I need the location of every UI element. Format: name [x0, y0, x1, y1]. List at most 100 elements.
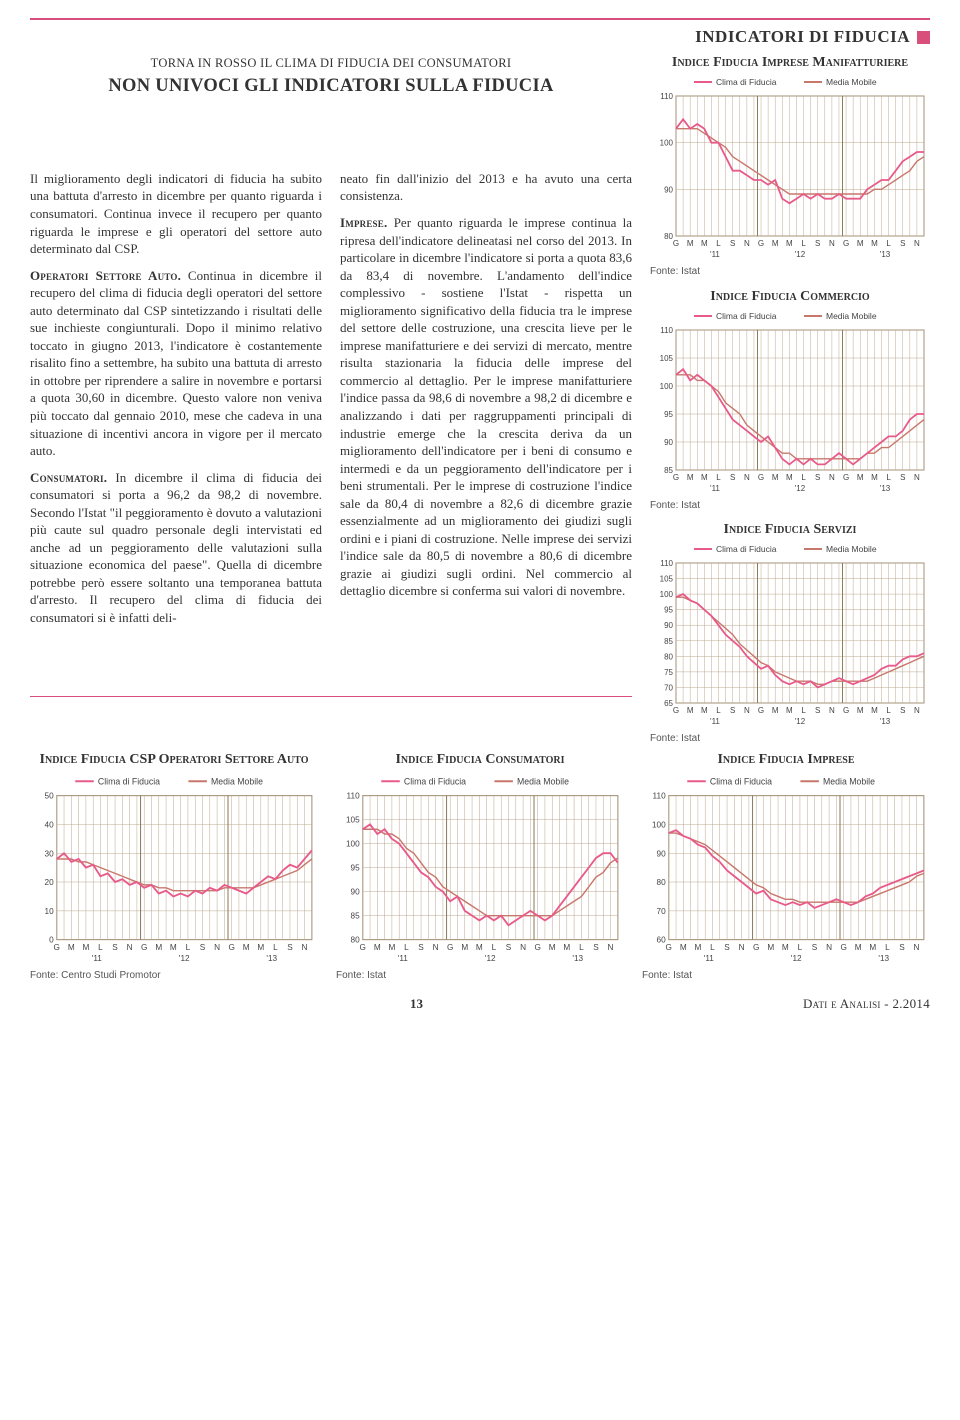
- svg-text:N: N: [302, 943, 308, 952]
- svg-text:S: S: [899, 943, 905, 952]
- svg-text:M: M: [767, 943, 774, 952]
- svg-text:90: 90: [664, 185, 673, 194]
- svg-text:G: G: [840, 943, 846, 952]
- svg-text:M: M: [694, 943, 701, 952]
- svg-text:M: M: [701, 706, 708, 715]
- svg-text:100: 100: [652, 820, 666, 829]
- chart-title: Indice Fiducia Imprese: [642, 752, 930, 768]
- svg-text:90: 90: [351, 888, 361, 897]
- svg-text:M: M: [786, 473, 793, 482]
- section-title: INDICATORI DI FIDUCIA: [695, 26, 910, 49]
- svg-text:M: M: [871, 473, 878, 482]
- svg-text:N: N: [914, 706, 920, 715]
- svg-text:S: S: [812, 943, 818, 952]
- svg-text:S: S: [815, 473, 820, 482]
- svg-text:L: L: [801, 239, 806, 248]
- svg-text:M: M: [476, 943, 483, 952]
- svg-text:G: G: [54, 943, 60, 952]
- svg-text:L: L: [404, 943, 409, 952]
- para: neato fin dall'inizio del 2013 e ha avut…: [340, 170, 632, 205]
- svg-text:'12: '12: [795, 717, 806, 726]
- svg-text:G: G: [666, 943, 672, 952]
- svg-text:L: L: [886, 473, 891, 482]
- svg-text:L: L: [716, 473, 721, 482]
- svg-text:G: G: [843, 239, 849, 248]
- svg-text:'11: '11: [92, 954, 103, 963]
- svg-text:S: S: [418, 943, 424, 952]
- article-overline: TORNA IN ROSSO IL CLIMA DI FIDUCIA DEI C…: [30, 55, 632, 72]
- svg-text:95: 95: [664, 410, 673, 419]
- svg-text:85: 85: [664, 637, 673, 646]
- svg-text:L: L: [798, 943, 803, 952]
- svg-text:G: G: [673, 239, 679, 248]
- svg-text:110: 110: [660, 326, 673, 335]
- svg-text:'13: '13: [572, 954, 583, 963]
- svg-text:20: 20: [45, 878, 55, 887]
- svg-text:100: 100: [346, 840, 360, 849]
- svg-text:'12: '12: [179, 954, 190, 963]
- svg-text:M: M: [687, 706, 694, 715]
- chart-source: Fonte: Istat: [642, 969, 930, 983]
- svg-text:L: L: [710, 943, 715, 952]
- chart-source: Fonte: Istat: [650, 499, 930, 513]
- svg-text:M: M: [869, 943, 876, 952]
- svg-text:Media Mobile: Media Mobile: [826, 311, 877, 321]
- svg-text:M: M: [857, 473, 864, 482]
- svg-text:N: N: [829, 473, 835, 482]
- svg-text:L: L: [801, 706, 806, 715]
- svg-text:Media Mobile: Media Mobile: [823, 776, 875, 786]
- svg-text:M: M: [782, 943, 789, 952]
- svg-text:Clima di Fiducia: Clima di Fiducia: [710, 776, 772, 786]
- svg-text:Clima di Fiducia: Clima di Fiducia: [716, 77, 777, 87]
- chart-svg: 80859095100105110GMMLSNGMMLSNGMMLSN'11'1…: [336, 773, 624, 968]
- chart-source: Fonte: Centro Studi Promotor: [30, 969, 318, 983]
- chart-svg: 01020304050GMMLSNGMMLSNGMMLSN'11'12'13Cl…: [30, 773, 318, 968]
- svg-text:M: M: [786, 239, 793, 248]
- svg-text:'11: '11: [710, 717, 720, 726]
- svg-text:105: 105: [346, 816, 360, 825]
- svg-text:'13: '13: [880, 717, 891, 726]
- chart-title: Indice Fiducia Commercio: [650, 289, 930, 305]
- svg-text:'13: '13: [266, 954, 277, 963]
- svg-text:105: 105: [660, 575, 674, 584]
- chart-title: Indice Fiducia Servizi: [650, 522, 930, 538]
- svg-text:'13: '13: [880, 484, 891, 493]
- svg-text:L: L: [716, 706, 721, 715]
- svg-text:80: 80: [657, 878, 667, 887]
- svg-text:S: S: [506, 943, 512, 952]
- svg-text:70: 70: [657, 907, 667, 916]
- chart-title: Indice Fiducia Consumatori: [336, 752, 624, 768]
- chart-servizi: Indice Fiducia Servizi 65707580859095100…: [650, 522, 930, 746]
- svg-text:N: N: [829, 706, 835, 715]
- svg-text:G: G: [758, 473, 764, 482]
- svg-text:'11: '11: [704, 954, 715, 963]
- svg-text:S: S: [815, 239, 820, 248]
- svg-text:M: M: [563, 943, 570, 952]
- svg-text:G: G: [447, 943, 453, 952]
- svg-text:S: S: [815, 706, 820, 715]
- footer-issue: Dati e Analisi - 2.2014: [803, 995, 930, 1013]
- svg-text:M: M: [786, 706, 793, 715]
- svg-text:N: N: [433, 943, 439, 952]
- svg-text:95: 95: [351, 864, 361, 873]
- para: Il miglioramento degli indicatori di fid…: [30, 170, 322, 258]
- chart-svg: 60708090100110GMMLSNGMMLSNGMMLSN'11'12'1…: [642, 773, 930, 968]
- svg-text:G: G: [758, 706, 764, 715]
- chart-imprese: 60708090100110GMMLSNGMMLSNGMMLSN'11'12'1…: [642, 773, 930, 983]
- svg-text:N: N: [520, 943, 526, 952]
- svg-text:'11: '11: [710, 250, 720, 259]
- svg-text:'13: '13: [880, 250, 891, 259]
- run-in-heading: Consumatori.: [30, 470, 107, 485]
- svg-text:N: N: [744, 473, 750, 482]
- svg-text:'12: '12: [485, 954, 496, 963]
- svg-text:G: G: [534, 943, 540, 952]
- chart-svg: 65707580859095100105110GMMLSNGMMLSNGMMLS…: [650, 541, 930, 731]
- section-header: INDICATORI DI FIDUCIA: [30, 26, 930, 49]
- run-in-heading: Imprese.: [340, 215, 387, 230]
- svg-text:100: 100: [660, 139, 674, 148]
- svg-text:S: S: [900, 473, 905, 482]
- svg-text:G: G: [141, 943, 147, 952]
- svg-text:Media Mobile: Media Mobile: [826, 544, 877, 554]
- chart-manifatturiere: Indice Fiducia Imprese Manifatturiere 80…: [650, 55, 930, 279]
- svg-text:110: 110: [660, 92, 673, 101]
